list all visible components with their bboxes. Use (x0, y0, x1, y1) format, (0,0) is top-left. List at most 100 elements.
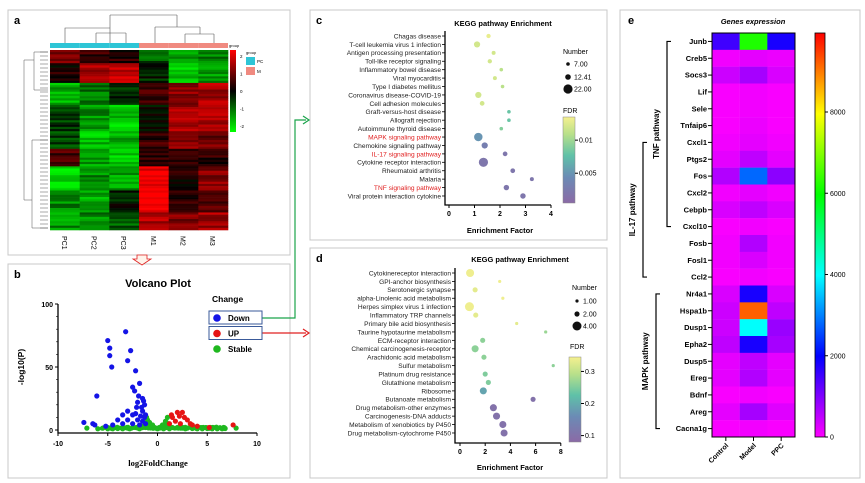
stable-point (161, 426, 166, 431)
heatmap-cell (169, 131, 199, 133)
heatmap-cell (169, 65, 199, 67)
expression-cell (767, 387, 795, 404)
heatmap-cell (169, 61, 199, 63)
heatmap-cell (109, 61, 139, 63)
heatmap-cell (139, 127, 169, 129)
heatmap-cell (80, 149, 110, 151)
heatmap-cell (198, 105, 228, 107)
legend-label: UP (228, 330, 240, 339)
heatmap-cell (109, 74, 139, 76)
heatmap-cell (139, 155, 169, 157)
colorbar-tick-label: 0 (830, 435, 834, 442)
heatmap-cell (198, 166, 228, 168)
heatmap-cell (50, 116, 80, 118)
heatmap-cell (80, 74, 110, 76)
expression-cell (712, 117, 740, 134)
pathway-point (520, 193, 525, 198)
heatmap-cell (50, 188, 80, 190)
heatmap-cell (50, 180, 80, 182)
heatmap-a-legend-title: group (246, 50, 257, 55)
y-tick-label: 0 (49, 428, 53, 435)
heatmap-cell (80, 85, 110, 87)
pathway-label: Chemical carcinogenesis-receptor (351, 346, 451, 353)
x-tick-label: 1 (473, 211, 477, 218)
heatmap-cell (198, 210, 228, 212)
pathway-label: Platinum drug resistance (378, 371, 451, 378)
column-label: M3 (208, 236, 215, 246)
heatmap-cell (50, 57, 80, 59)
heatmap-cell (169, 142, 199, 144)
legend-swatch (246, 67, 255, 75)
down-point (120, 412, 125, 417)
heatmap-cell (198, 228, 228, 230)
expression-cell (767, 201, 795, 218)
expression-cell (767, 185, 795, 202)
heatmap-cell (198, 212, 228, 214)
heatmap-cell (109, 142, 139, 144)
heatmap-cell (169, 184, 199, 186)
heatmap-cell (50, 107, 80, 109)
heatmap-cell (139, 63, 169, 65)
heatmap-cell (109, 166, 139, 168)
heatmap-cell (50, 197, 80, 199)
heatmap-cell (109, 193, 139, 195)
expression-cell (712, 100, 740, 117)
heatmap-cell (80, 50, 110, 52)
heatmap-cell (109, 171, 139, 173)
down-point (125, 358, 130, 363)
pathway-point (483, 371, 488, 376)
heatmap-cell (169, 100, 199, 102)
pathway-point (501, 297, 504, 300)
heatmap-cell (50, 76, 80, 78)
heatmap-cell (50, 199, 80, 201)
expression-cell (767, 50, 795, 67)
down-point (115, 417, 120, 422)
down-point (133, 411, 138, 416)
kegg-d-title: KEGG pathway Enrichment (471, 255, 569, 264)
heatmap-cell (198, 138, 228, 140)
heatmap-cell (139, 210, 169, 212)
stable-point (127, 426, 132, 431)
expression-cell (740, 286, 768, 303)
column-label: M2 (179, 236, 186, 246)
heatmap-cell (50, 61, 80, 63)
pathway-point (552, 364, 555, 367)
heatmap-cell (109, 103, 139, 105)
heatmap-cell (169, 199, 199, 201)
heatmap-cell (109, 83, 139, 85)
pathway-point (482, 142, 488, 148)
volcano-ylabel: -log10(P) (16, 349, 26, 386)
heatmap-cell (198, 118, 228, 120)
heatmap-cell (169, 74, 199, 76)
heatmap-cell (169, 151, 199, 153)
heatmap-cell (80, 105, 110, 107)
heatmap-cell (139, 212, 169, 214)
heatmap-cell (80, 215, 110, 217)
heatmap-cell (198, 171, 228, 173)
heatmap-cell (139, 169, 169, 171)
heatmap-cell (109, 116, 139, 118)
pathway-point (499, 127, 503, 131)
heatmap-cell (50, 204, 80, 206)
heatmap-a: PC1 PC2 PC3 M1 M2 M3210-1-2PCM (24, 15, 264, 250)
expression-cell (767, 302, 795, 319)
legend-dot (213, 330, 221, 338)
heatmap-cell (80, 79, 110, 81)
heatmap-cell (109, 79, 139, 81)
pathway-label: Chagas disease (394, 33, 442, 40)
heatmap-cell (139, 72, 169, 74)
heatmap-cell (198, 140, 228, 142)
heatmap-cell (109, 151, 139, 153)
pathway-point (499, 421, 506, 428)
pathway-group-label: IL-17 pathway (628, 183, 637, 236)
heatmap-cell (109, 140, 139, 142)
kegg-d-size-legend-title: Number (572, 285, 598, 292)
heatmap-cell (109, 226, 139, 228)
heatmap-cell (80, 180, 110, 182)
heatmap-cell (198, 184, 228, 186)
legend-label: M (257, 69, 261, 74)
heatmap-cell (169, 204, 199, 206)
heatmap-cell (80, 61, 110, 63)
heatmap-cell (169, 217, 199, 219)
heatmap-cell (198, 103, 228, 105)
